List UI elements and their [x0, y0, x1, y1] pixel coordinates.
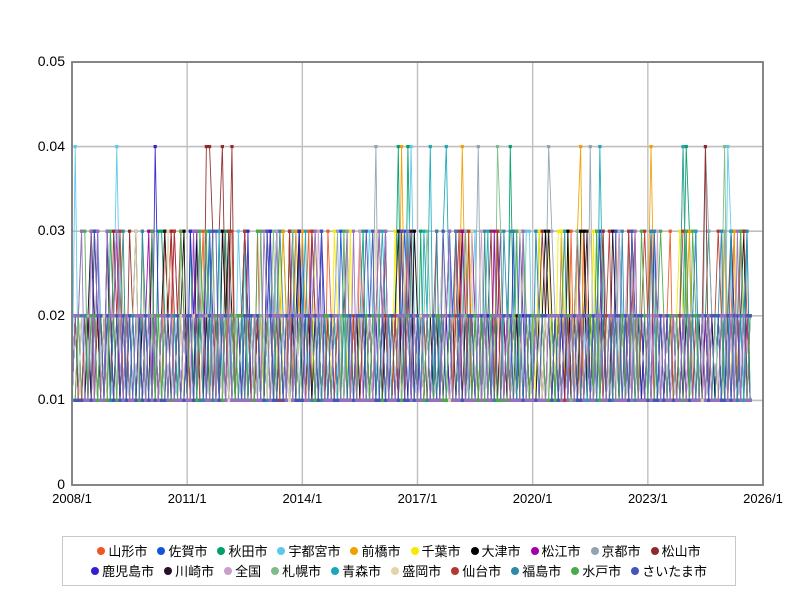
legend-marker-icon	[391, 567, 400, 575]
x-grid-lines	[186, 62, 649, 485]
legend-item-水戸市[interactable]: 水戸市	[571, 565, 621, 578]
legend-marker-icon	[451, 567, 460, 575]
legend-item-秋田市[interactable]: 秋田市	[217, 545, 267, 558]
data-series-group	[70, 145, 752, 402]
series-高知市	[70, 229, 752, 402]
legend-marker-icon	[224, 567, 233, 575]
legend-label: 宇都宮市	[288, 543, 341, 559]
legend-label: 松山市	[661, 543, 701, 559]
legend-label: 札幌市	[282, 563, 322, 579]
legend-marker-icon	[511, 567, 520, 575]
x-tick-label: 2020/1	[512, 491, 553, 506]
x-tick-label: 2017/1	[397, 491, 438, 506]
legend-item-鹿児島市[interactable]: 鹿児島市	[91, 565, 154, 578]
y-tick-label: 0.04	[37, 137, 65, 154]
legend-marker-icon	[631, 567, 640, 575]
legend-label: 大津市	[481, 543, 521, 559]
legend-item-川崎市[interactable]: 川崎市	[164, 565, 214, 578]
legend-label: 盛岡市	[402, 563, 442, 579]
legend-item-山形市[interactable]: 山形市	[97, 545, 147, 558]
legend-label: 福島市	[522, 563, 562, 579]
legend-marker-icon	[470, 547, 479, 555]
legend-marker-icon	[157, 547, 166, 555]
legend-item-宇都宮市[interactable]: 宇都宮市	[277, 545, 340, 558]
legend-label: 佐賀市	[168, 543, 208, 559]
x-tick-label: 2014/1	[282, 491, 323, 506]
legend-label: さいたま市	[642, 563, 707, 579]
legend-item-松江市[interactable]: 松江市	[530, 543, 581, 559]
x-tick-label: 2026/1	[743, 491, 783, 506]
legend-item-佐賀市[interactable]: 佐賀市	[157, 545, 207, 558]
legend-label: 水戸市	[582, 563, 622, 579]
legend-label: 京都市	[601, 543, 641, 559]
legend-item-盛岡市[interactable]: 盛岡市	[391, 565, 441, 578]
legend-row-2: 鹿児島市 川崎市 全国 札幌市 青森市 盛岡市 仙台市 福島市 水戸市 さいたま市	[69, 561, 729, 581]
legend-marker-icon	[91, 567, 100, 575]
y-tick-label: 0.01	[37, 391, 65, 408]
y-tick-label: 0.05	[37, 53, 65, 69]
legend-label: 仙台市	[462, 563, 502, 579]
legend-marker-icon	[277, 547, 286, 555]
legend-item-千葉市[interactable]: 千葉市	[410, 543, 461, 559]
legend-label: 川崎市	[175, 563, 215, 579]
legend-marker-icon	[331, 567, 340, 575]
legend-label: 鹿児島市	[102, 563, 155, 579]
legend-item-青森市[interactable]: 青森市	[331, 565, 381, 578]
legend-label: 青森市	[342, 563, 382, 579]
legend-item-松山市[interactable]: 松山市	[650, 543, 701, 559]
legend-marker-icon	[590, 547, 599, 555]
legend-label: 前橋市	[361, 543, 401, 559]
legend-label: 秋田市	[228, 543, 268, 559]
legend-item-大津市[interactable]: 大津市	[470, 543, 521, 559]
legend-item-京都市[interactable]: 京都市	[590, 543, 641, 559]
legend-item-札幌市[interactable]: 札幌市	[271, 565, 321, 578]
legend-label: 全国	[235, 563, 262, 579]
legend-marker-icon	[97, 547, 106, 555]
legend-item-前橋市[interactable]: 前橋市	[350, 543, 401, 559]
axis-frame	[71, 61, 764, 486]
legend-marker-icon	[530, 547, 539, 555]
legend-item-福島市[interactable]: 福島市	[511, 565, 561, 578]
legend-label: 山形市	[108, 543, 148, 559]
legend-marker-icon	[650, 547, 659, 555]
legend-item-全国[interactable]: 全国	[224, 565, 261, 578]
legend-label: 千葉市	[421, 543, 461, 559]
chart-legend: 山形市 佐賀市 秋田市 宇都宮市 前橋市 千葉市 大津市 松江市 京都市 松山市 鹿児島市 川崎市 全…	[62, 536, 736, 586]
x-tick-label: 2023/1	[627, 491, 668, 506]
legend-marker-icon	[350, 547, 359, 555]
y-tick-label: 0.03	[37, 222, 65, 239]
legend-marker-icon	[410, 547, 419, 555]
legend-item-さいたま市[interactable]: さいたま市	[631, 565, 707, 578]
y-tick-label: 0	[57, 476, 65, 492]
legend-marker-icon	[571, 567, 580, 575]
legend-item-仙台市[interactable]: 仙台市	[451, 565, 501, 578]
legend-marker-icon	[271, 567, 280, 575]
legend-row-1: 山形市 佐賀市 秋田市 宇都宮市 前橋市 千葉市 大津市 松江市 京都市 松山市	[69, 541, 729, 561]
legend-label: 松江市	[541, 543, 581, 559]
x-tick-label: 2008/1	[52, 491, 92, 506]
legend-marker-icon	[164, 567, 173, 575]
legend-marker-icon	[217, 547, 226, 555]
y-tick-label: 0.02	[37, 306, 65, 323]
x-tick-label: 2011/1	[167, 491, 207, 506]
